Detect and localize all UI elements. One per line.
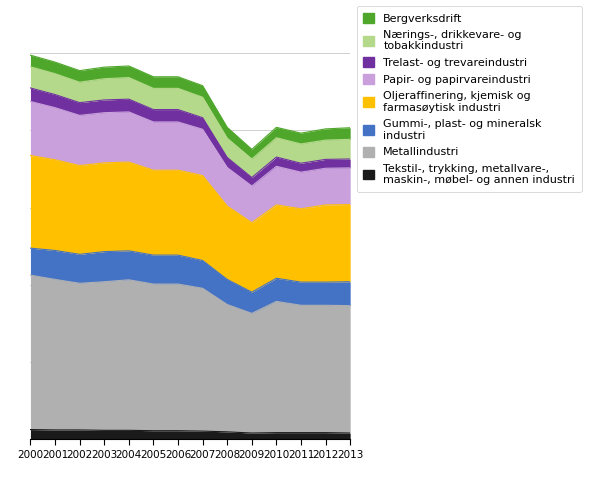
Legend: Bergverksdrift, Nærings-, drikkevare- og
tobakkindustri, Trelast- og trevareindu: Bergverksdrift, Nærings-, drikkevare- og… — [356, 6, 582, 192]
